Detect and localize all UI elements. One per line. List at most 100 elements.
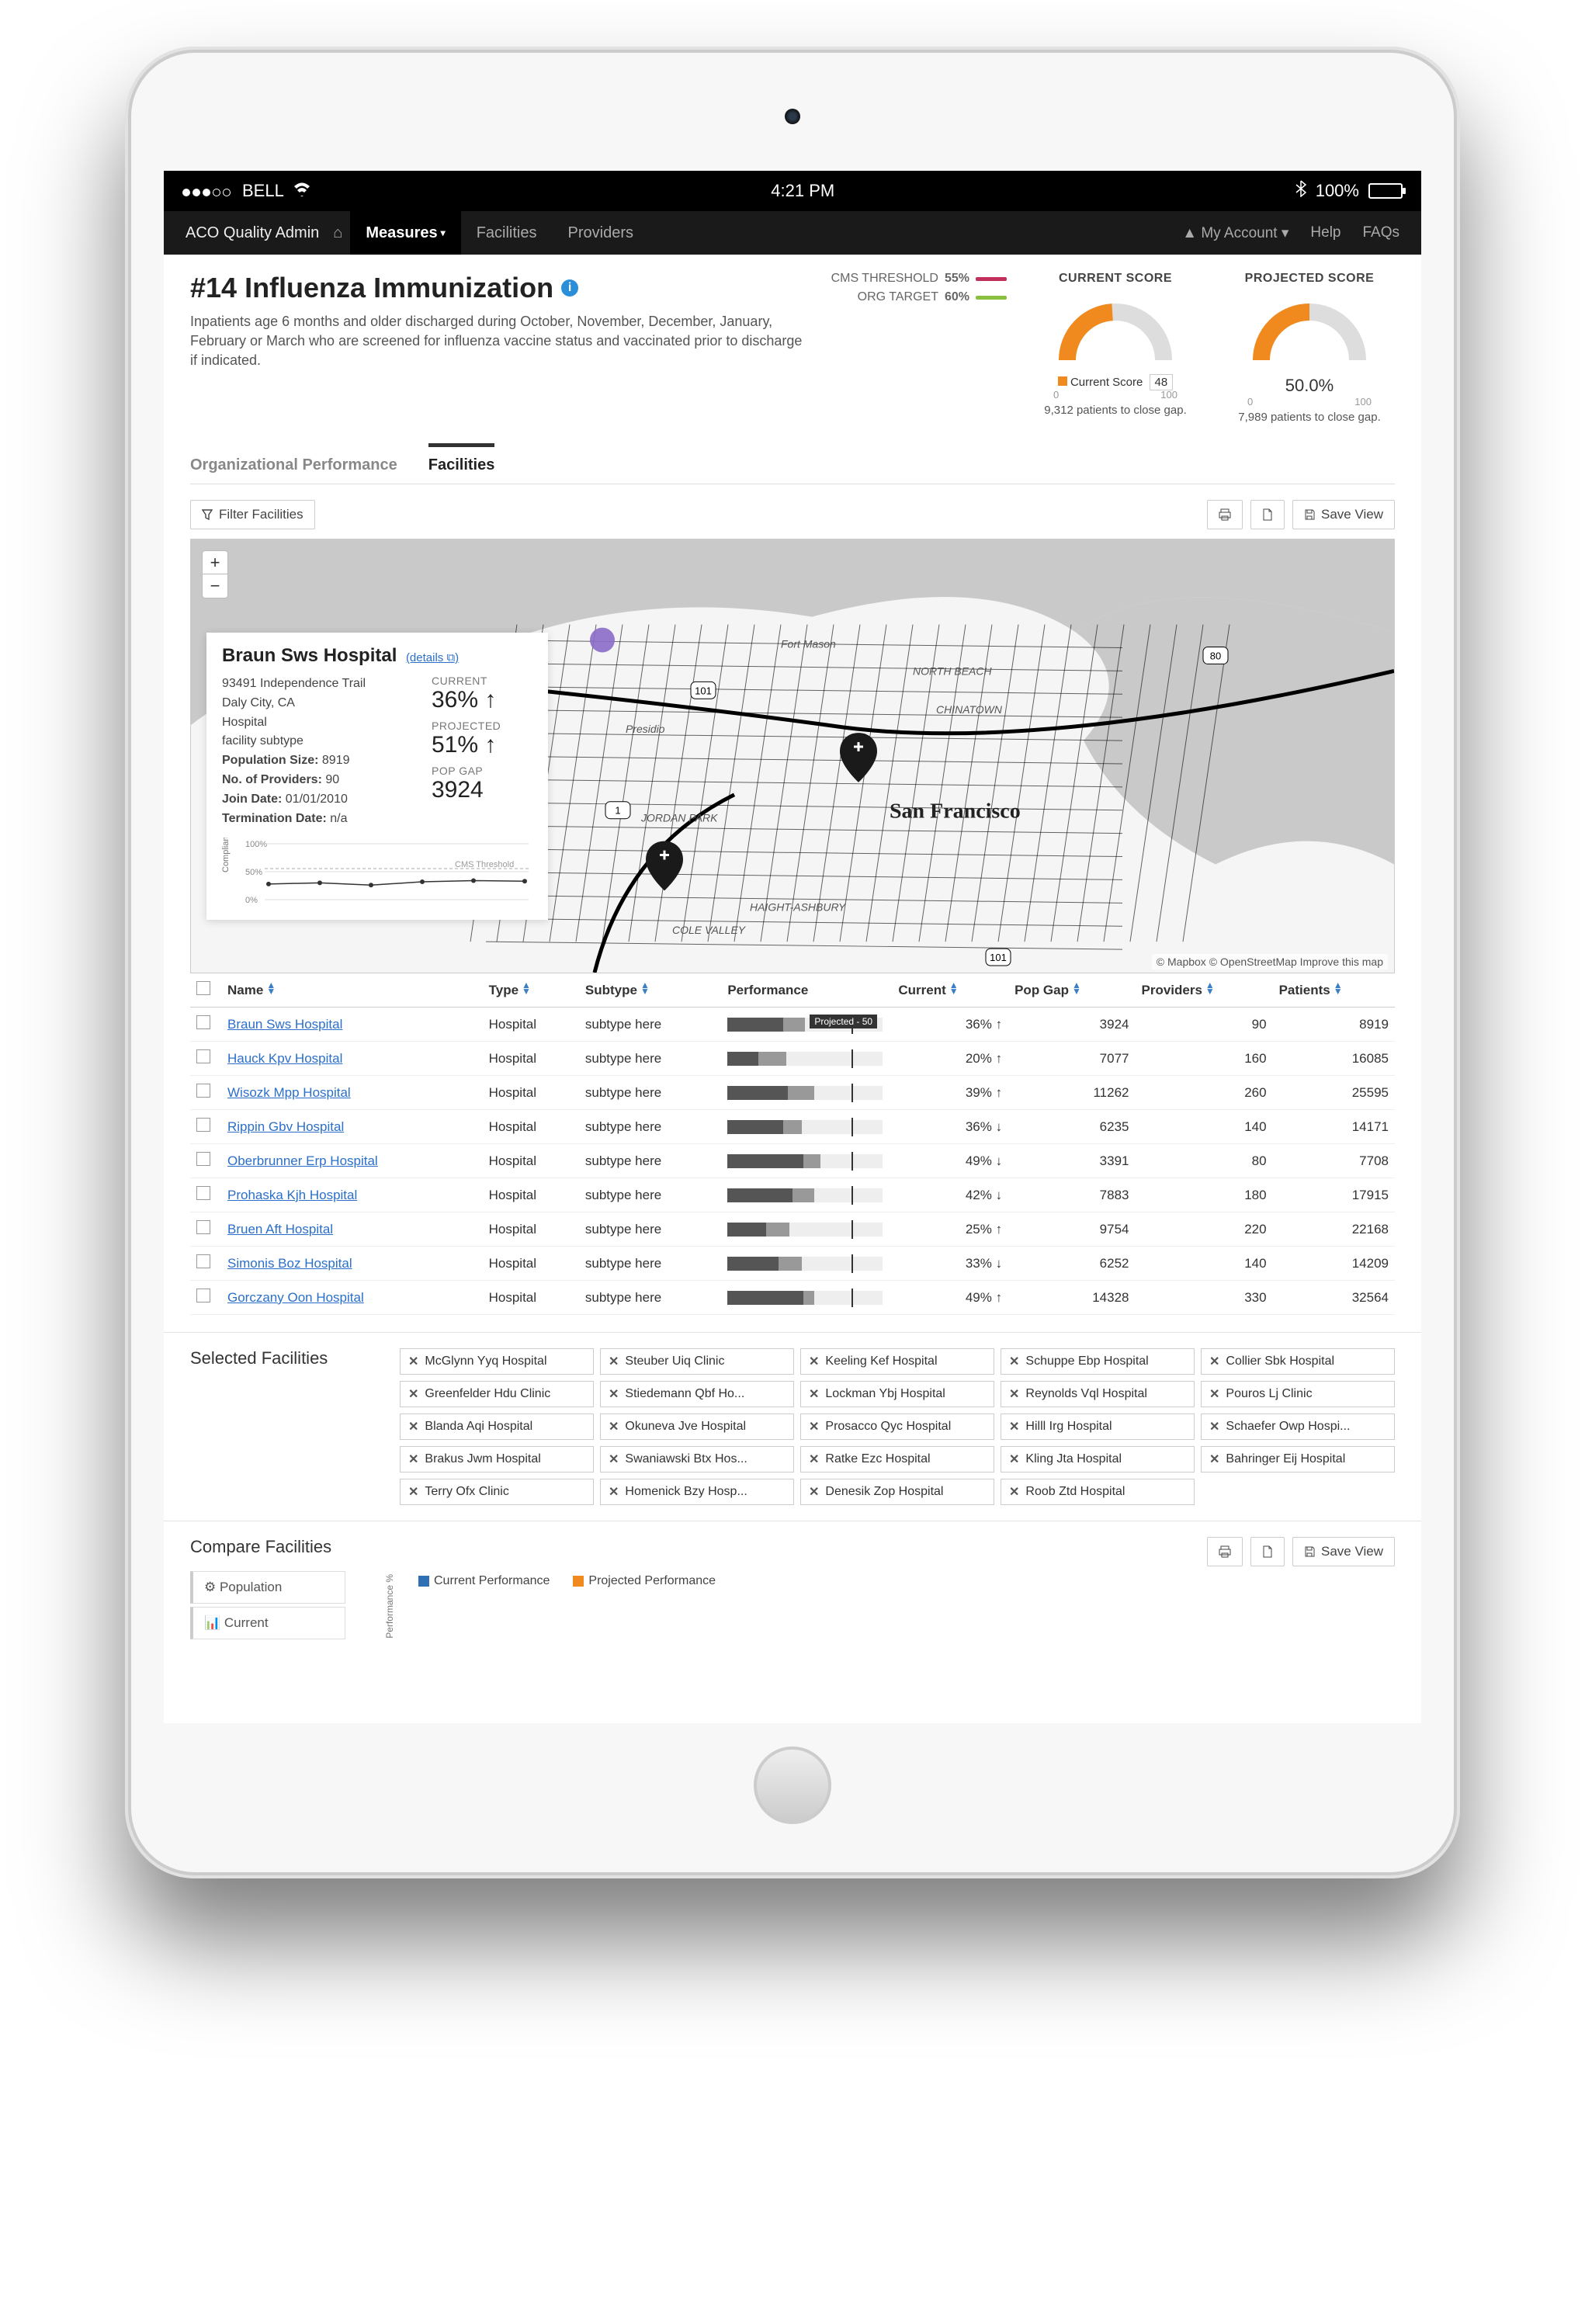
- remove-chip-icon[interactable]: ✕: [408, 1354, 418, 1369]
- print-button[interactable]: [1207, 500, 1243, 529]
- remove-chip-icon[interactable]: ✕: [1009, 1484, 1019, 1500]
- remove-chip-icon[interactable]: ✕: [1209, 1354, 1219, 1369]
- compare-opt-current[interactable]: 📊 Current: [190, 1607, 345, 1639]
- remove-chip-icon[interactable]: ✕: [809, 1452, 819, 1467]
- zoom-out[interactable]: −: [203, 574, 227, 598]
- selected-chip[interactable]: ✕Roob Ztd Hospital: [1001, 1479, 1195, 1505]
- remove-chip-icon[interactable]: ✕: [1009, 1354, 1019, 1369]
- remove-chip-icon[interactable]: ✕: [1009, 1452, 1019, 1467]
- remove-chip-icon[interactable]: ✕: [1009, 1386, 1019, 1402]
- selected-chip[interactable]: ✕Terry Ofx Clinic: [400, 1479, 594, 1505]
- col-patients[interactable]: Patients▲▼: [1273, 973, 1395, 1008]
- selected-chip[interactable]: ✕Greenfelder Hdu Clinic: [400, 1381, 594, 1407]
- selected-chip[interactable]: ✕Keeling Kef Hospital: [800, 1348, 994, 1375]
- col-name[interactable]: Name▲▼: [221, 973, 483, 1008]
- remove-chip-icon[interactable]: ✕: [408, 1484, 418, 1500]
- remove-chip-icon[interactable]: ✕: [809, 1419, 819, 1434]
- select-all-checkbox[interactable]: [196, 981, 210, 995]
- selected-chip[interactable]: ✕Steuber Uiq Clinic: [600, 1348, 794, 1375]
- compare-export-button[interactable]: [1250, 1537, 1285, 1566]
- selected-chip[interactable]: ✕McGlynn Yyq Hospital: [400, 1348, 594, 1375]
- row-checkbox[interactable]: [190, 1178, 221, 1212]
- remove-chip-icon[interactable]: ✕: [609, 1484, 619, 1500]
- row-checkbox[interactable]: [190, 1247, 221, 1281]
- selected-chip[interactable]: ✕Stiedemann Qbf Ho...: [600, 1381, 794, 1407]
- remove-chip-icon[interactable]: ✕: [609, 1386, 619, 1402]
- remove-chip-icon[interactable]: ✕: [809, 1386, 819, 1402]
- compare-opt-population[interactable]: ⚙ Population: [190, 1571, 345, 1604]
- row-checkbox[interactable]: [190, 1281, 221, 1315]
- remove-chip-icon[interactable]: ✕: [408, 1386, 418, 1402]
- row-checkbox[interactable]: [190, 1076, 221, 1110]
- export-button[interactable]: [1250, 500, 1285, 529]
- remove-chip-icon[interactable]: ✕: [1209, 1386, 1219, 1402]
- selected-chip[interactable]: ✕Pouros Lj Clinic: [1201, 1381, 1395, 1407]
- facility-link[interactable]: Simonis Boz Hospital: [221, 1247, 483, 1281]
- zoom-control[interactable]: + −: [202, 550, 228, 598]
- remove-chip-icon[interactable]: ✕: [408, 1419, 418, 1434]
- facility-link[interactable]: Braun Sws Hospital: [221, 1008, 483, 1042]
- home-button[interactable]: [754, 1746, 831, 1824]
- selected-chip[interactable]: ✕Kling Jta Hospital: [1001, 1446, 1195, 1472]
- selected-chip[interactable]: ✕Schuppe Ebp Hospital: [1001, 1348, 1195, 1375]
- col-type[interactable]: Type▲▼: [483, 973, 579, 1008]
- selected-chip[interactable]: ✕Reynolds Vql Hospital: [1001, 1381, 1195, 1407]
- selected-chip[interactable]: ✕Homenick Bzy Hosp...: [600, 1479, 794, 1505]
- save-view-button[interactable]: Save View: [1292, 500, 1395, 529]
- brand[interactable]: ACO Quality Admin: [186, 224, 319, 242]
- compare-print-button[interactable]: [1207, 1537, 1243, 1566]
- selected-chip[interactable]: ✕Hilll Irg Hospital: [1001, 1413, 1195, 1440]
- nav-faqs[interactable]: FAQs: [1362, 224, 1399, 241]
- facility-link[interactable]: Oberbrunner Erp Hospital: [221, 1144, 483, 1178]
- remove-chip-icon[interactable]: ✕: [609, 1452, 619, 1467]
- remove-chip-icon[interactable]: ✕: [1209, 1452, 1219, 1467]
- remove-chip-icon[interactable]: ✕: [408, 1452, 418, 1467]
- row-checkbox[interactable]: [190, 1212, 221, 1247]
- selected-chip[interactable]: ✕Blanda Aqi Hospital: [400, 1413, 594, 1440]
- map-attribution[interactable]: © Mapbox © OpenStreetMap Improve this ma…: [1152, 954, 1388, 969]
- facility-link[interactable]: Wisozk Mpp Hospital: [221, 1076, 483, 1110]
- details-link[interactable]: (details ⧉): [406, 651, 459, 664]
- selected-chip[interactable]: ✕Denesik Zop Hospital: [800, 1479, 994, 1505]
- nav-help[interactable]: Help: [1310, 224, 1340, 241]
- remove-chip-icon[interactable]: ✕: [1009, 1419, 1019, 1434]
- selected-chip[interactable]: ✕Brakus Jwm Hospital: [400, 1446, 594, 1472]
- col-performance[interactable]: Performance: [721, 973, 892, 1008]
- compare-save-button[interactable]: Save View: [1292, 1537, 1395, 1566]
- selected-chip[interactable]: ✕Collier Sbk Hospital: [1201, 1348, 1395, 1375]
- tab-org-performance[interactable]: Organizational Performance: [190, 447, 397, 484]
- selected-chip[interactable]: ✕Schaefer Owp Hospi...: [1201, 1413, 1395, 1440]
- selected-chip[interactable]: ✕Bahringer Eij Hospital: [1201, 1446, 1395, 1472]
- nav-providers[interactable]: Providers: [553, 211, 649, 255]
- selected-chip[interactable]: ✕Okuneva Jve Hospital: [600, 1413, 794, 1440]
- facility-link[interactable]: Bruen Aft Hospital: [221, 1212, 483, 1247]
- col-current[interactable]: Current▲▼: [892, 973, 1008, 1008]
- remove-chip-icon[interactable]: ✕: [609, 1419, 619, 1434]
- remove-chip-icon[interactable]: ✕: [809, 1354, 819, 1369]
- row-checkbox[interactable]: [190, 1144, 221, 1178]
- facility-link[interactable]: Prohaska Kjh Hospital: [221, 1178, 483, 1212]
- col-providers[interactable]: Providers▲▼: [1135, 973, 1272, 1008]
- remove-chip-icon[interactable]: ✕: [609, 1354, 619, 1369]
- col-subtype[interactable]: Subtype▲▼: [579, 973, 721, 1008]
- facility-link[interactable]: Rippin Gbv Hospital: [221, 1110, 483, 1144]
- selected-chip[interactable]: ✕Prosacco Qyc Hospital: [800, 1413, 994, 1440]
- nav-facilities[interactable]: Facilities: [461, 211, 553, 255]
- row-checkbox[interactable]: [190, 1042, 221, 1076]
- map[interactable]: 101801011San FranciscoFort MasonNORTH BE…: [190, 539, 1395, 973]
- remove-chip-icon[interactable]: ✕: [809, 1484, 819, 1500]
- tab-facilities[interactable]: Facilities: [428, 443, 495, 484]
- selected-chip[interactable]: ✕Ratke Ezc Hospital: [800, 1446, 994, 1472]
- info-icon[interactable]: i: [561, 279, 578, 297]
- selected-chip[interactable]: ✕Lockman Ybj Hospital: [800, 1381, 994, 1407]
- col-pop-gap[interactable]: Pop Gap▲▼: [1008, 973, 1135, 1008]
- facility-link[interactable]: Hauck Kpv Hospital: [221, 1042, 483, 1076]
- facility-link[interactable]: Gorczany Oon Hospital: [221, 1281, 483, 1315]
- selected-chip[interactable]: ✕Swaniawski Btx Hos...: [600, 1446, 794, 1472]
- nav-measures[interactable]: Measures ▾: [350, 211, 460, 255]
- home-icon[interactable]: ⌂: [333, 224, 342, 242]
- row-checkbox[interactable]: [190, 1008, 221, 1042]
- zoom-in[interactable]: +: [203, 551, 227, 574]
- remove-chip-icon[interactable]: ✕: [1209, 1419, 1219, 1434]
- nav-account[interactable]: ▲ My Account ▾: [1182, 224, 1288, 242]
